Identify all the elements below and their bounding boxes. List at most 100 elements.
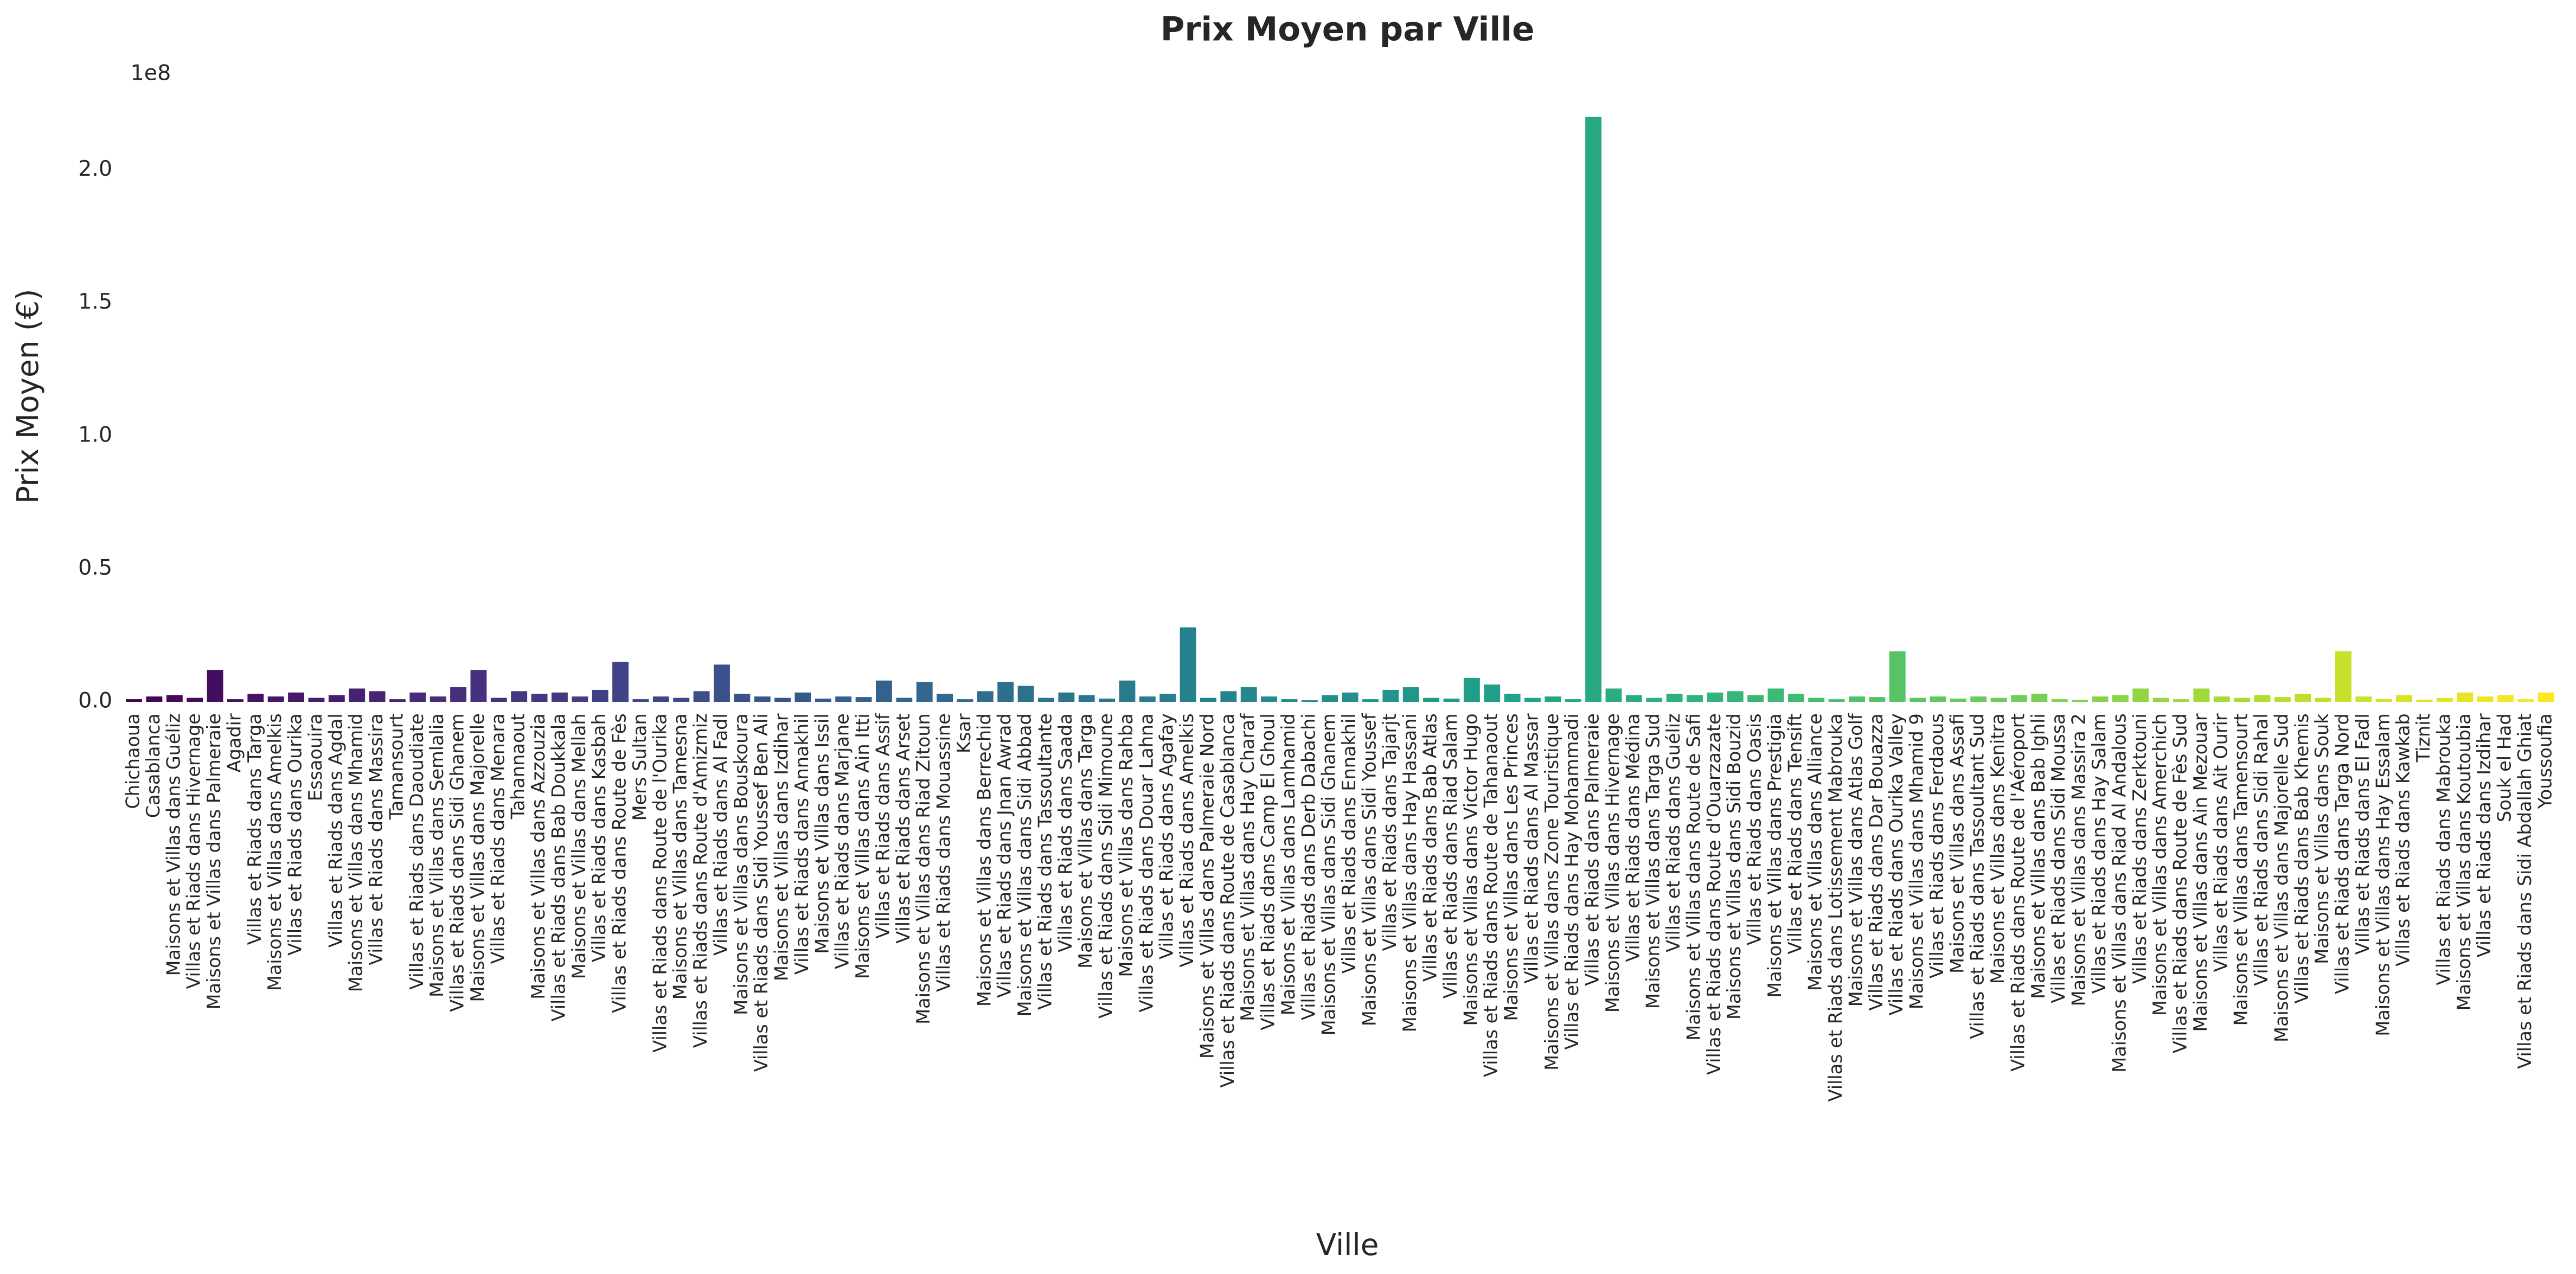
- bar: [835, 696, 852, 702]
- bar: [2092, 696, 2109, 702]
- x-tick-label: Villas et Riads dans Sidi Youssef Ben Al…: [751, 713, 772, 1072]
- bar: [1970, 696, 1987, 702]
- bar: [1990, 697, 2007, 702]
- bar: [349, 688, 366, 702]
- x-tick-label: Villas et Riads dans Targa: [244, 713, 265, 945]
- x-tick-label: Villas et Riads dans Al Fadl: [710, 713, 731, 956]
- bar: [430, 696, 446, 702]
- x-tick-label: Villas et Riads dans El Fadl: [2352, 713, 2373, 955]
- bar: [2375, 699, 2392, 702]
- bar: [1747, 695, 1764, 702]
- x-tick-label: Villas et Riads dans Bab Khemis: [2291, 713, 2312, 1003]
- bar: [1808, 697, 1825, 702]
- bar: [1159, 694, 1176, 702]
- x-tick-label: Maisons et Villas dans Tamesna: [670, 713, 691, 1000]
- x-tick-label: Maisons et Villas dans Targa Sud: [1643, 713, 1664, 1009]
- bar: [389, 699, 406, 702]
- y-axis-label: Prix Moyen (€): [10, 289, 45, 504]
- x-tick-label: Maisons et Villas dans Mhamid: [345, 713, 367, 992]
- x-tick-label: Maisons et Villas dans Bouskoura: [730, 713, 752, 1015]
- bar: [977, 691, 994, 702]
- x-tick-label: Maisons et Villas dans Sidi Ghanem: [1318, 713, 1340, 1035]
- x-tick-label: Villas et Riads dans Route d'Ouarzazate: [1703, 713, 1725, 1075]
- x-tick-label: Maisons et Villas dans Izdihar: [771, 713, 792, 981]
- bar: [1950, 699, 1966, 702]
- x-tick-label: Villas et Riads dans Sidi Rahal: [2251, 713, 2272, 985]
- x-tick-label: Maisons et Villas dans Guéliz: [163, 713, 184, 976]
- bar: [2254, 695, 2271, 702]
- x-tick-label: Maisons et Villas dans Zone Touristique: [1541, 713, 1562, 1070]
- bar: [916, 682, 933, 702]
- x-tick-label: Maisons et Villas dans Ain Mezouar: [2190, 713, 2211, 1032]
- bar: [369, 691, 386, 702]
- bar: [1220, 691, 1237, 702]
- bar: [187, 697, 203, 702]
- x-tick-label: Villas et Riads dans Assif: [872, 713, 893, 939]
- bar: [531, 694, 548, 702]
- x-tick-label: Villas et Riads dans Annakhil: [791, 713, 812, 975]
- bar: [2335, 651, 2351, 702]
- x-tick-label: Souk el Had: [2494, 713, 2515, 822]
- bar: [1443, 699, 1460, 702]
- bar: [1828, 699, 1845, 702]
- x-tick-label: Villas et Riads dans Tajarjt: [1379, 713, 1400, 951]
- bar: [490, 697, 507, 702]
- bar: [308, 697, 325, 702]
- x-tick-label: Maisons et Villas dans Riad Al Andalous: [2109, 713, 2130, 1072]
- bar: [1849, 696, 1865, 702]
- x-tick-label: Villas et Riads dans Route de Fès Sud: [2170, 713, 2191, 1053]
- bar: [1099, 699, 1116, 702]
- x-tick-label: Villas et Riads dans Tassoultante: [1034, 713, 1055, 1010]
- x-tick-label: Villas et Riads dans Tensift: [1784, 713, 1805, 954]
- bar: [1382, 689, 1399, 702]
- x-tick-label: Maisons et Villas dans Les Princes: [1501, 713, 1522, 1021]
- bar: [2193, 688, 2210, 702]
- bar: [2051, 699, 2068, 702]
- bar: [1605, 688, 1622, 702]
- x-tick-label: Agadir: [223, 713, 245, 772]
- y-tick-label: 1.0: [78, 422, 112, 447]
- x-tick-label: Mers Sultan: [629, 713, 650, 821]
- x-tick-label: Villas et Riads dans Bab Doukkala: [548, 713, 569, 1021]
- bar: [1787, 694, 1804, 702]
- bar: [227, 699, 243, 702]
- bar: [207, 670, 223, 702]
- bar: [1646, 697, 1663, 702]
- bar: [1017, 686, 1034, 702]
- bar: [2031, 694, 2048, 702]
- bar: [1261, 696, 1278, 702]
- x-tick-label: Villas et Riads dans Daoudiate: [406, 713, 427, 989]
- x-tick-label: Villas et Riads dans Jnan Awrad: [994, 713, 1015, 998]
- x-tick-label: Villas et Riads dans Médina: [1622, 713, 1643, 962]
- bar: [2396, 695, 2413, 702]
- bar: [1301, 700, 1318, 702]
- bar: [2477, 696, 2494, 702]
- bar: [2355, 696, 2372, 702]
- x-tick-label: Villas et Riads dans Mabrouka: [2433, 713, 2454, 985]
- bar: [1078, 695, 1095, 702]
- bar: [794, 692, 811, 702]
- bar: [1767, 688, 1784, 702]
- y-offset-label: 1e8: [131, 61, 171, 86]
- bar: [126, 699, 143, 702]
- x-axis-label: Ville: [1316, 1227, 1379, 1262]
- bar: [1707, 692, 1723, 702]
- bar: [2234, 697, 2251, 702]
- x-tick-label: Villas et Riads dans Al Massar: [1521, 713, 1542, 983]
- bar: [2497, 695, 2514, 702]
- y-tick-label: 0.5: [78, 555, 112, 580]
- bar: [166, 695, 183, 702]
- x-tick-label: Villas et Riads dans Route de Casablanca: [1217, 713, 1238, 1087]
- x-tick-label: Maisons et Villas dans Mhamid 9: [1906, 713, 1927, 1009]
- bar: [1240, 687, 1257, 702]
- bar: [1402, 687, 1419, 702]
- bar: [1423, 697, 1440, 702]
- bar: [1545, 696, 1561, 702]
- bar: [1180, 627, 1196, 702]
- x-tick-label: Villas et Riads dans Sidi Moussa: [2048, 713, 2069, 1003]
- x-tick-label: Villas et Riads dans Guéliz: [1663, 713, 1684, 952]
- bar: [876, 680, 892, 702]
